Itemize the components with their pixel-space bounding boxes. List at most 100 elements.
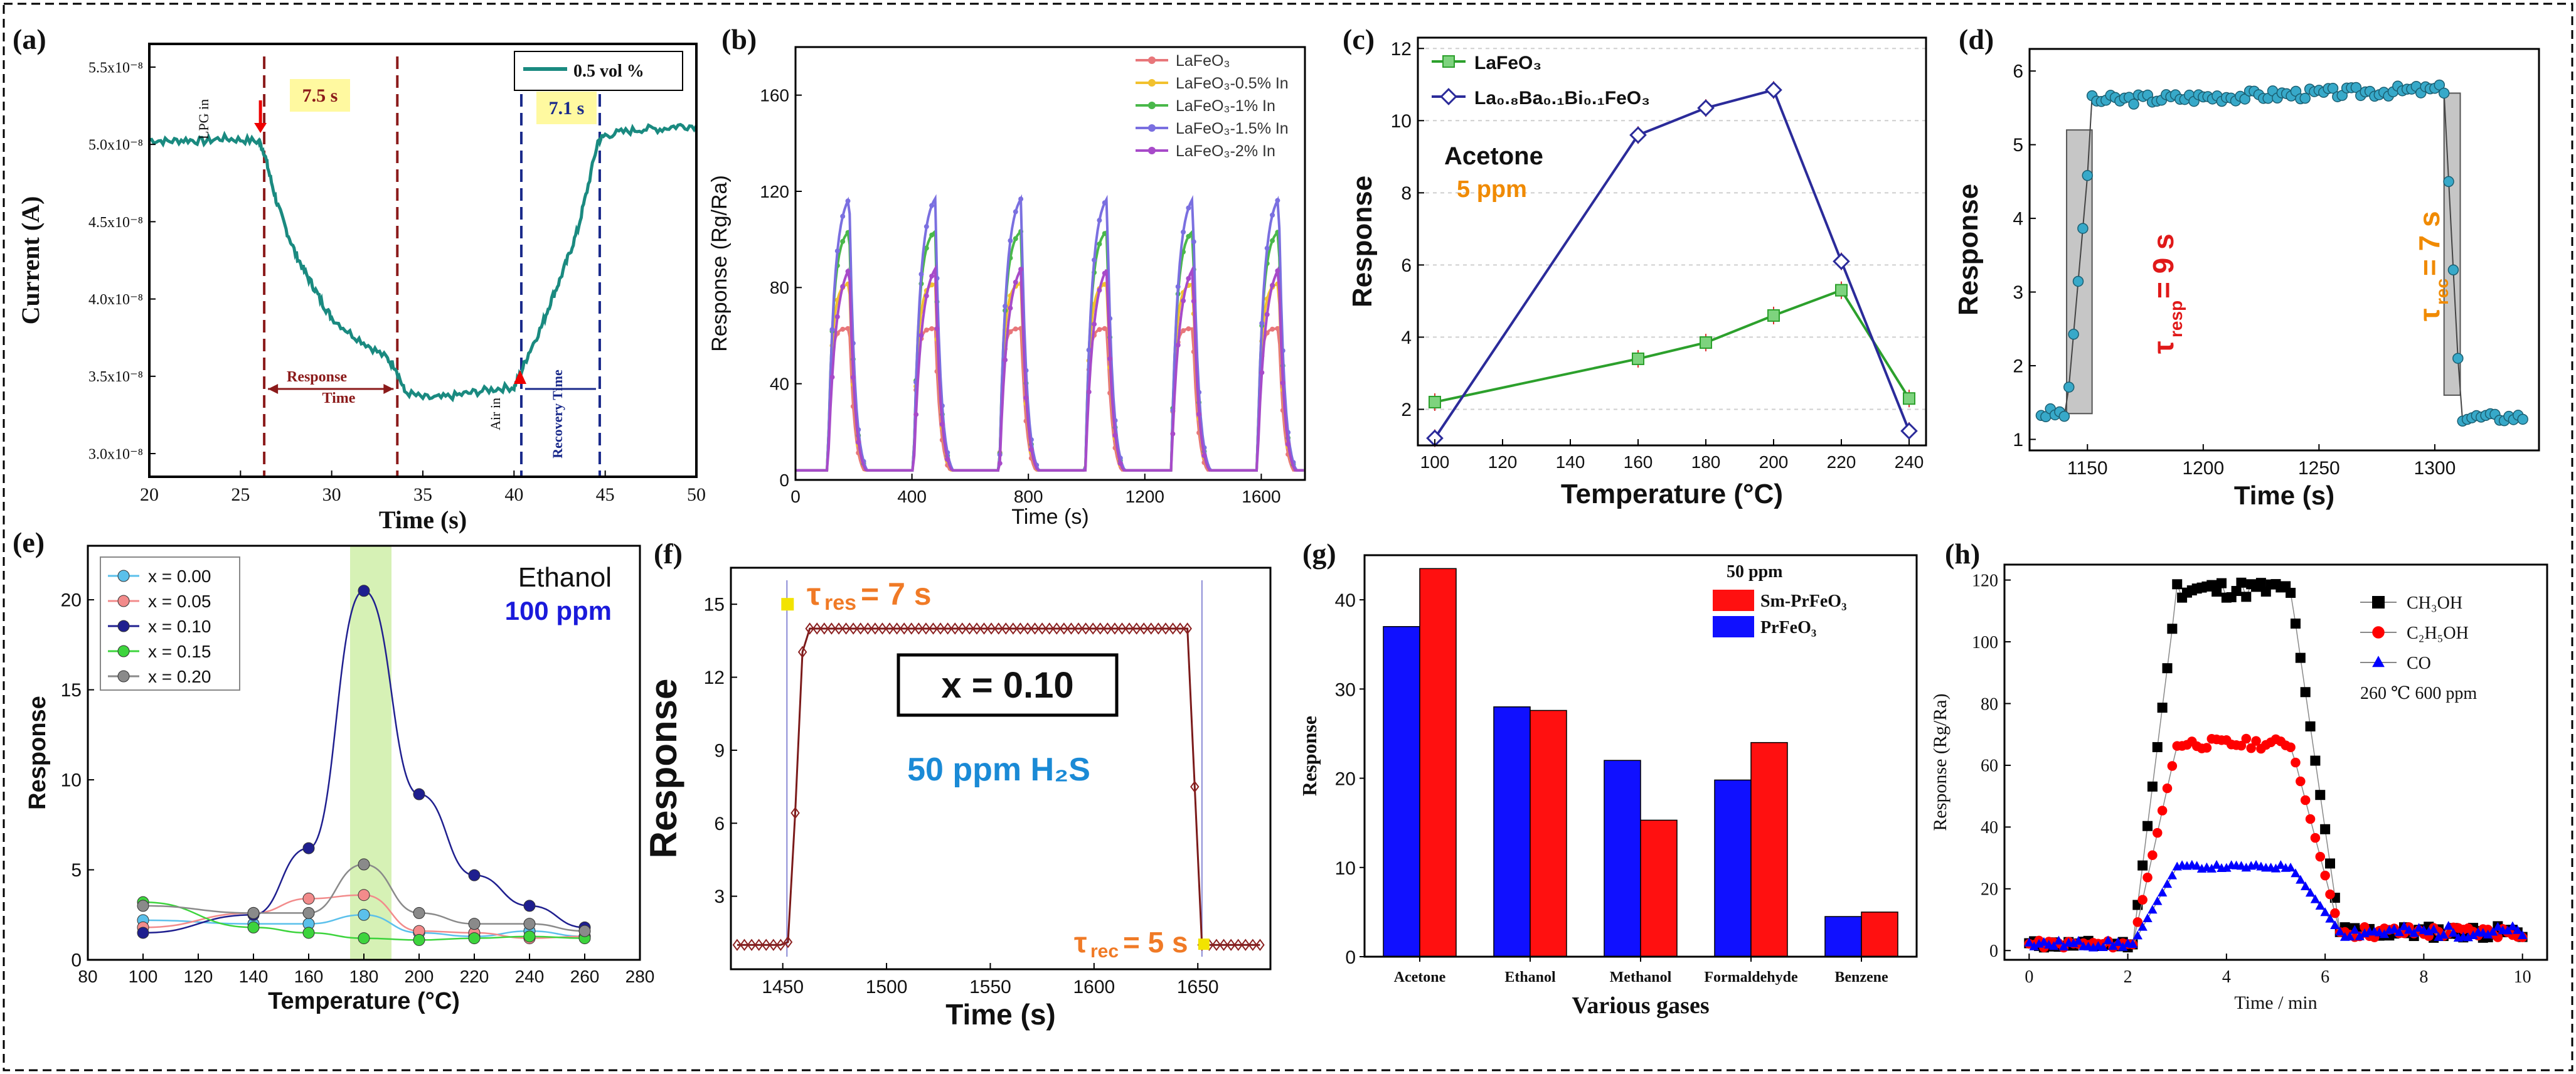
- data-point: [358, 932, 370, 945]
- data-point: [1629, 126, 1647, 144]
- data-point: [943, 622, 952, 635]
- data-point: [2201, 743, 2212, 753]
- data-point: [2072, 275, 2084, 287]
- panel-label: (h): [1945, 538, 1980, 570]
- legend-label: x = 0.10: [148, 617, 211, 636]
- data-point: [1013, 279, 1018, 285]
- data-point: [2399, 921, 2409, 930]
- x-tick-label: Benzene: [1834, 969, 1888, 986]
- data-point: [2315, 851, 2326, 862]
- legend-marker: [117, 595, 130, 607]
- figure-border: [3, 3, 2573, 1071]
- y-tick-label: 4: [1401, 327, 1412, 348]
- x-tick-label: 140: [1556, 452, 1585, 472]
- legend-label: Sm-PrFeO₃: [1760, 592, 1846, 611]
- x-tick-label: 1500: [866, 977, 908, 997]
- data-point: [2503, 925, 2513, 935]
- x-tick-label: 400: [897, 487, 927, 506]
- legend-marker: [117, 670, 130, 683]
- data-point: [929, 232, 935, 238]
- data-point: [2162, 663, 2173, 674]
- data-point: [1211, 938, 1221, 951]
- data-point: [1103, 622, 1112, 635]
- y-tick-label: 20: [1981, 880, 1998, 900]
- recovery-time-badge: [536, 92, 597, 124]
- panel-g: Acetone Ethanol Methanol Formaldehyde Benzen…: [1298, 554, 1918, 1019]
- data-point: [950, 622, 960, 635]
- data-point: [1073, 622, 1083, 635]
- x-tick-label: 1650: [1177, 977, 1219, 997]
- data-point: [1270, 326, 1275, 332]
- data-point: [850, 375, 856, 380]
- data-point: [1092, 257, 1097, 263]
- x-tick-label: 120: [184, 967, 213, 986]
- data-point: [747, 938, 757, 951]
- data-point: [2350, 82, 2362, 93]
- plot-frame: [730, 566, 1272, 970]
- panel-label: (f): [654, 538, 683, 570]
- data-point: [1285, 442, 1291, 447]
- data-point: [2251, 736, 2261, 746]
- data-point: [2068, 938, 2078, 947]
- tau-subscript: resp: [2166, 300, 2186, 338]
- panel-c: 100 120 140 160 180 200 220 240 2 4 6 8 10 12 Temperat…: [1347, 36, 1927, 509]
- x-tick-label: 180: [349, 967, 379, 986]
- data-point: [2132, 930, 2143, 940]
- data-point: [358, 908, 370, 921]
- y-tick-label: 12: [704, 667, 725, 688]
- data-point: [2172, 579, 2183, 590]
- data-point: [1097, 218, 1102, 223]
- data-point: [302, 892, 315, 905]
- data-point: [2439, 930, 2449, 939]
- x-tick-label: 30: [322, 484, 341, 505]
- data-point: [805, 622, 814, 635]
- data-point: [2211, 587, 2222, 597]
- data-point: [2127, 938, 2138, 948]
- data-point: [2488, 927, 2498, 936]
- data-point: [2128, 98, 2139, 110]
- data-point: [2517, 413, 2528, 425]
- y-tick-label: 3: [714, 886, 725, 907]
- data-point: [841, 622, 851, 635]
- tau-res-marker: [781, 598, 794, 611]
- x-tick-label: 80: [78, 967, 97, 986]
- x-tick-label: 8: [2419, 967, 2428, 987]
- series-line: [737, 627, 1260, 946]
- x-tick-label: 1200: [2182, 458, 2224, 479]
- data-point: [1018, 267, 1024, 272]
- data-point: [2394, 927, 2404, 937]
- data-point: [2414, 923, 2424, 932]
- data-point: [2344, 932, 2355, 941]
- series-line: [2029, 738, 2523, 949]
- tau-value: = 5 s: [1123, 926, 1188, 959]
- data-point: [2372, 626, 2385, 639]
- x-tick-label: 1450: [762, 977, 804, 997]
- y-tick-label: 10: [1335, 858, 1356, 879]
- data-point: [2305, 814, 2316, 824]
- legend-label: CO: [2407, 654, 2431, 673]
- data-point: [413, 933, 425, 946]
- panel-label: (g): [1302, 538, 1336, 570]
- data-point: [2310, 832, 2321, 843]
- panel-b: 0 400 800 1200 1600 0 40 80 120 160 Time (s) Respon…: [708, 46, 1306, 529]
- series-line: [796, 282, 1304, 472]
- data-point: [923, 245, 929, 251]
- legend-marker: [1148, 124, 1156, 132]
- legend-swatch: [1713, 590, 1754, 611]
- data-point: [1280, 380, 1285, 386]
- data-point: [2098, 942, 2108, 952]
- data-point: [302, 907, 315, 919]
- y-axis-title: Response: [1298, 716, 1321, 796]
- data-point: [1191, 239, 1196, 245]
- data-point: [2231, 586, 2242, 597]
- x-tick-label: 4: [2222, 967, 2231, 987]
- x-tick-label: 1150: [2067, 458, 2108, 479]
- tau-symbol: τ: [1074, 926, 1087, 959]
- data-point: [921, 622, 931, 635]
- data-point: [2236, 740, 2247, 751]
- bar: [1824, 916, 1862, 957]
- data-point: [1264, 245, 1270, 251]
- data-point: [1903, 392, 1915, 405]
- panel-f: 1450 1500 1550 1600 1650 3 6 9 12 15 Time (s) Respo…: [642, 566, 1272, 1031]
- data-point: [1117, 460, 1123, 466]
